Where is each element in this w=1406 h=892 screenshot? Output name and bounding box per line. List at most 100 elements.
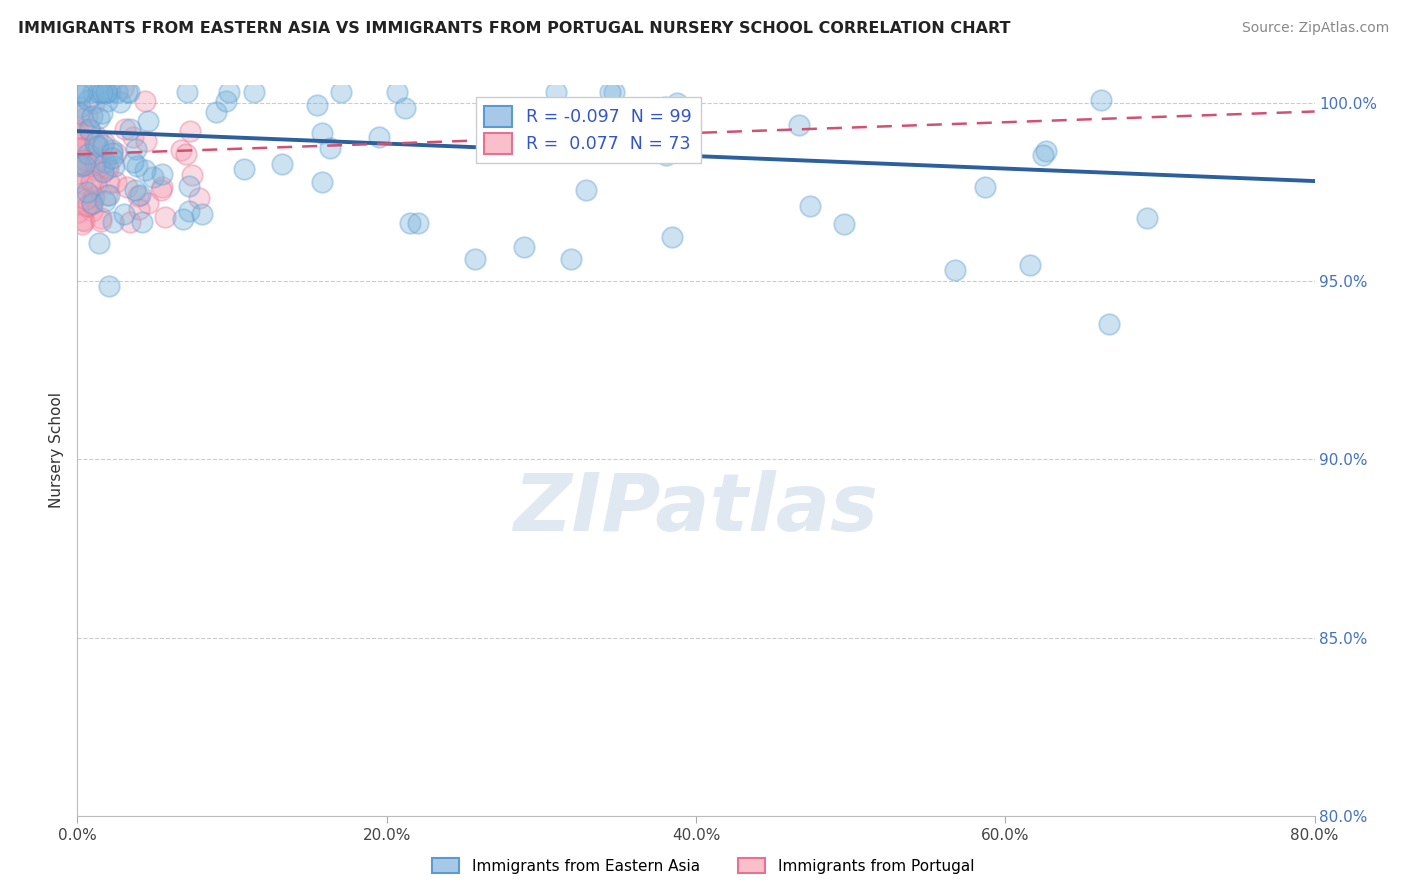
Point bbox=[560, 252, 582, 266]
Point bbox=[319, 140, 342, 154]
Point bbox=[80, 203, 103, 218]
Point bbox=[118, 215, 141, 229]
Point bbox=[83, 189, 105, 203]
Point bbox=[129, 188, 152, 202]
Point bbox=[70, 191, 93, 205]
Point bbox=[134, 94, 156, 108]
Point bbox=[170, 143, 193, 157]
Point bbox=[787, 119, 810, 133]
Point bbox=[128, 202, 150, 216]
Point bbox=[1090, 94, 1112, 108]
Point bbox=[77, 93, 100, 107]
Point bbox=[974, 179, 997, 194]
Point bbox=[546, 85, 568, 99]
Point bbox=[76, 109, 98, 123]
Point bbox=[67, 136, 90, 151]
Point bbox=[89, 85, 111, 99]
Point bbox=[387, 85, 409, 99]
Point bbox=[214, 95, 236, 109]
Point bbox=[76, 185, 98, 199]
Point bbox=[96, 85, 118, 99]
Legend: Immigrants from Eastern Asia, Immigrants from Portugal: Immigrants from Eastern Asia, Immigrants… bbox=[426, 852, 980, 880]
Point bbox=[271, 157, 294, 171]
Point bbox=[70, 85, 93, 99]
Point bbox=[82, 175, 104, 189]
Point bbox=[67, 106, 90, 120]
Point bbox=[86, 138, 108, 153]
Point bbox=[82, 189, 104, 203]
Point bbox=[69, 100, 91, 114]
Point bbox=[666, 96, 689, 111]
Point bbox=[117, 180, 139, 194]
Point bbox=[82, 85, 104, 99]
Point bbox=[93, 85, 115, 99]
Point bbox=[94, 194, 117, 208]
Point bbox=[174, 146, 197, 161]
Point bbox=[93, 135, 115, 149]
Point bbox=[70, 217, 93, 231]
Point bbox=[108, 95, 131, 109]
Point bbox=[368, 130, 391, 145]
Point bbox=[399, 216, 422, 230]
Legend: R = -0.097  N = 99, R =  0.077  N = 73: R = -0.097 N = 99, R = 0.077 N = 73 bbox=[475, 97, 700, 163]
Point bbox=[96, 187, 118, 202]
Point bbox=[72, 141, 94, 155]
Point bbox=[122, 130, 145, 145]
Point bbox=[103, 159, 125, 173]
Point bbox=[87, 161, 110, 175]
Point bbox=[96, 95, 118, 109]
Point bbox=[73, 214, 96, 228]
Point bbox=[482, 112, 505, 126]
Point bbox=[67, 85, 90, 99]
Point bbox=[100, 143, 122, 157]
Point bbox=[83, 95, 105, 110]
Point bbox=[311, 126, 333, 140]
Point bbox=[67, 204, 90, 219]
Point bbox=[75, 192, 97, 206]
Point bbox=[311, 175, 333, 189]
Point bbox=[79, 122, 101, 136]
Point bbox=[70, 160, 93, 174]
Point bbox=[100, 146, 122, 161]
Point bbox=[136, 114, 159, 128]
Point bbox=[115, 85, 138, 99]
Point bbox=[150, 183, 173, 197]
Point bbox=[72, 134, 94, 148]
Point bbox=[87, 111, 110, 125]
Point bbox=[70, 140, 93, 154]
Point bbox=[464, 252, 486, 266]
Point bbox=[72, 122, 94, 136]
Point bbox=[84, 139, 107, 153]
Point bbox=[513, 240, 536, 254]
Point bbox=[1018, 258, 1040, 272]
Point bbox=[120, 122, 142, 136]
Point bbox=[82, 109, 104, 123]
Point bbox=[136, 195, 159, 210]
Point bbox=[112, 81, 135, 95]
Point bbox=[87, 235, 110, 250]
Point bbox=[575, 183, 598, 197]
Point bbox=[91, 138, 114, 153]
Point bbox=[1032, 147, 1054, 161]
Point bbox=[104, 175, 127, 189]
Point bbox=[79, 124, 101, 138]
Point bbox=[77, 198, 100, 212]
Point bbox=[155, 210, 177, 224]
Point bbox=[87, 85, 110, 99]
Point bbox=[105, 85, 128, 99]
Point bbox=[172, 211, 194, 226]
Point bbox=[80, 195, 103, 210]
Point bbox=[72, 213, 94, 227]
Point bbox=[101, 151, 124, 165]
Point bbox=[150, 167, 173, 181]
Point bbox=[80, 196, 103, 211]
Point bbox=[84, 178, 107, 193]
Point bbox=[90, 211, 112, 226]
Point bbox=[91, 164, 114, 178]
Text: ZIPatlas: ZIPatlas bbox=[513, 470, 879, 548]
Point bbox=[70, 176, 93, 190]
Point bbox=[1136, 211, 1159, 226]
Point bbox=[73, 153, 96, 168]
Point bbox=[73, 145, 96, 160]
Point bbox=[654, 100, 676, 114]
